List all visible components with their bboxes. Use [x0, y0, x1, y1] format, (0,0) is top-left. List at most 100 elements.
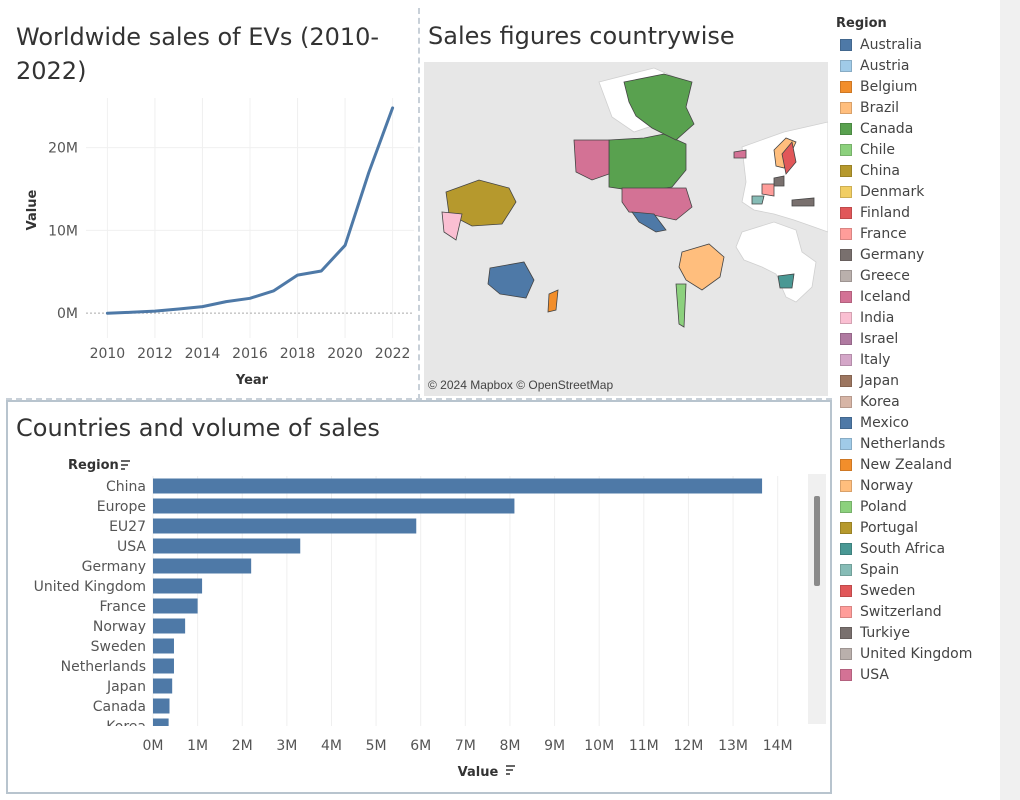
bar-x-tick: 9M [544, 738, 565, 754]
dashboard-right-margin [1000, 0, 1020, 800]
legend-item[interactable]: France [836, 223, 996, 244]
legend-item[interactable]: Germany [836, 244, 996, 265]
legend-item[interactable]: India [836, 307, 996, 328]
bar-united-kingdom[interactable] [153, 578, 203, 594]
legend-label: Denmark [860, 183, 925, 200]
legend-swatch [840, 206, 852, 219]
bar-eu27[interactable] [153, 518, 417, 534]
legend-item[interactable]: United Kingdom [836, 643, 996, 664]
legend-label: Greece [860, 267, 910, 284]
bar-category-label: Norway [93, 619, 146, 635]
bar-x-tick: 13M [718, 738, 748, 754]
legend-swatch [840, 290, 852, 303]
legend-item[interactable]: Iceland [836, 286, 996, 307]
bar-x-tick: 10M [584, 738, 614, 754]
bar-x-tick: 5M [366, 738, 387, 754]
legend-item[interactable]: Korea [836, 391, 996, 412]
bar-x-tick: 6M [410, 738, 431, 754]
legend-item[interactable]: Denmark [836, 181, 996, 202]
legend-item[interactable]: Mexico [836, 412, 996, 433]
bar-france[interactable] [153, 598, 198, 614]
map-mexico [631, 211, 667, 233]
legend-swatch [840, 269, 852, 282]
legend-label: USA [860, 666, 889, 683]
legend-item[interactable]: Brazil [836, 97, 996, 118]
legend-item[interactable]: Turkiye [836, 622, 996, 643]
legend-swatch [840, 59, 852, 72]
line-x-tick: 2018 [280, 346, 316, 362]
legend-item[interactable]: New Zealand [836, 454, 996, 475]
bar-norway[interactable] [153, 618, 186, 634]
legend-item[interactable]: Canada [836, 118, 996, 139]
bar-netherlands[interactable] [153, 658, 174, 674]
bar-usa[interactable] [153, 538, 301, 554]
bar-category-label: Korea [106, 719, 146, 735]
bar-canada[interactable] [153, 698, 170, 714]
legend-item[interactable]: Netherlands [836, 433, 996, 454]
legend-swatch [840, 647, 852, 660]
legend-swatch [840, 332, 852, 345]
legend-swatch [840, 542, 852, 555]
legend-item[interactable]: Japan [836, 370, 996, 391]
legend-swatch [840, 353, 852, 366]
legend-swatch [840, 563, 852, 576]
legend-label: Finland [860, 204, 911, 221]
legend-swatch [840, 416, 852, 429]
map-attribution[interactable]: © 2024 Mapbox © OpenStreetMap [428, 378, 614, 392]
legend-swatch [840, 500, 852, 513]
legend-item[interactable]: Finland [836, 202, 996, 223]
bar-category-label: Germany [82, 559, 146, 575]
bar-japan[interactable] [153, 678, 173, 694]
map-land-africa [735, 221, 817, 303]
map-canada-arctic [623, 73, 695, 141]
legend-swatch [840, 248, 852, 261]
bar-chart-scroll-thumb[interactable] [814, 496, 820, 586]
bar-x-tick: 4M [321, 738, 342, 754]
legend-label: China [860, 162, 900, 179]
world-map[interactable] [424, 62, 828, 396]
legend-item[interactable]: Chile [836, 139, 996, 160]
legend-item[interactable]: Israel [836, 328, 996, 349]
legend-item[interactable]: Austria [836, 55, 996, 76]
legend-item[interactable]: USA [836, 664, 996, 685]
legend-item[interactable]: China [836, 160, 996, 181]
line-x-tick: 2012 [137, 346, 173, 362]
legend-item[interactable]: South Africa [836, 538, 996, 559]
legend-label: Canada [860, 120, 914, 137]
bar-china[interactable] [153, 478, 763, 494]
legend-item[interactable]: Sweden [836, 580, 996, 601]
legend-item[interactable]: Norway [836, 475, 996, 496]
line-chart[interactable]: 2010 2012 2014 2016 2018 2020 2022 0M 10M 20M Valu… [0, 90, 418, 400]
legend-item[interactable]: Italy [836, 349, 996, 370]
line-x-tick: 2014 [185, 346, 221, 362]
legend-label: Japan [860, 372, 900, 389]
map-france [761, 183, 775, 197]
bar-chart-frame [6, 400, 832, 794]
legend-label: India [860, 309, 895, 326]
legend-item[interactable]: Spain [836, 559, 996, 580]
legend-label: Turkiye [860, 624, 910, 641]
legend-item[interactable]: Belgium [836, 76, 996, 97]
map-usa [621, 187, 693, 221]
map-iceland [733, 149, 747, 159]
bar-germany[interactable] [153, 558, 252, 574]
bar-category-label: Europe [97, 499, 146, 515]
map-new-zealand [547, 289, 559, 313]
bar-x-tick: 8M [499, 738, 520, 754]
legend-label: Australia [860, 36, 922, 53]
bar-korea[interactable] [153, 718, 169, 734]
legend-item[interactable]: Switzerland [836, 601, 996, 622]
legend-swatch [840, 122, 852, 135]
legend-item[interactable]: Australia [836, 34, 996, 55]
legend-label: Switzerland [860, 603, 942, 620]
line-x-tick: 2020 [327, 346, 363, 362]
legend-swatch [840, 80, 852, 93]
legend-item[interactable]: Portugal [836, 517, 996, 538]
legend-item[interactable]: Poland [836, 496, 996, 517]
legend-item[interactable]: Greece [836, 265, 996, 286]
bar-sweden[interactable] [153, 638, 174, 654]
bar-europe[interactable] [153, 498, 515, 514]
bar-chart[interactable]: 0M 1M 2M 3M 4M 5M 6M 7M 8M 9M 10M 11M 12M 13M 14M Regio… [8, 450, 828, 790]
bar-chart-scrollbar[interactable] [808, 474, 826, 724]
legend-label: Spain [860, 561, 900, 578]
